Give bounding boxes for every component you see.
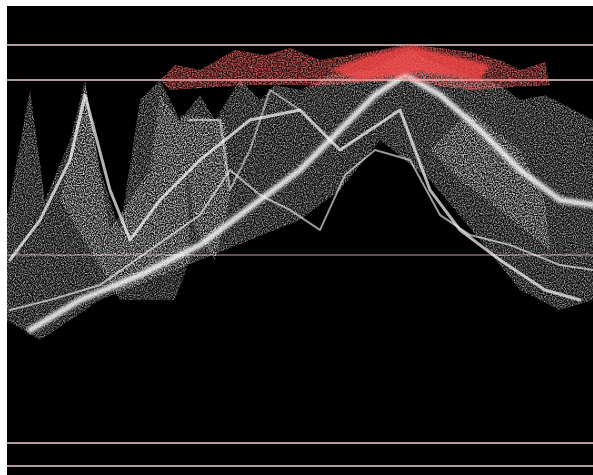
waveform-trace [60, 85, 550, 300]
clipping-highlight [330, 46, 490, 80]
waveform-core [8, 72, 593, 333]
